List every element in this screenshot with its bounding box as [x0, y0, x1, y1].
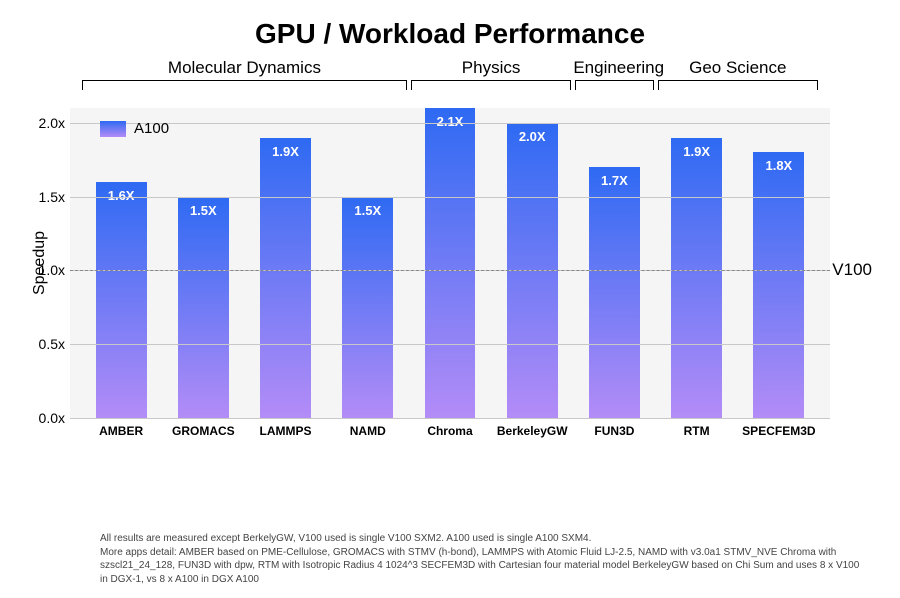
bar: 1.9X: [671, 138, 722, 418]
group-bracket: [82, 80, 407, 90]
group-label: Molecular Dynamics: [80, 58, 409, 78]
bar-slot: 1.5XGROMACS: [162, 108, 244, 418]
bar-value-label: 2.1X: [437, 114, 464, 129]
bar: 1.7X: [589, 167, 640, 418]
x-tick-label: Chroma: [427, 424, 472, 438]
bar: 2.1X: [425, 108, 476, 418]
gridline: [70, 123, 830, 124]
chart-area: Molecular DynamicsPhysicsEngineeringGeo …: [70, 58, 870, 458]
bar: 1.6X: [96, 182, 147, 418]
x-tick-label: SPECFEM3D: [742, 424, 815, 438]
bar-value-label: 1.5X: [190, 203, 217, 218]
x-tick-label: GROMACS: [172, 424, 235, 438]
bar-slot: 2.0XBerkeleyGW: [491, 108, 573, 418]
gridline: [70, 418, 830, 419]
x-tick-label: NAMD: [350, 424, 386, 438]
bar-value-label: 1.9X: [683, 144, 710, 159]
group: Geo Science: [656, 58, 820, 90]
group-bracket: [658, 80, 818, 90]
x-tick-label: RTM: [684, 424, 710, 438]
footnote: All results are measured except BerkelyG…: [100, 532, 860, 586]
bars-container: 1.6XAMBER1.5XGROMACS1.9XLAMMPS1.5XNAMD2.…: [70, 108, 830, 418]
group: Physics: [409, 58, 573, 90]
x-tick-label: AMBER: [99, 424, 143, 438]
bar: 1.5X: [342, 197, 393, 418]
y-tick-label: 1.0x: [25, 262, 65, 278]
bar-slot: 1.9XLAMMPS: [244, 108, 326, 418]
group-label: Physics: [409, 58, 573, 78]
y-tick-label: 1.5x: [25, 189, 65, 205]
bar-value-label: 1.8X: [765, 158, 792, 173]
bar-slot: 2.1XChroma: [409, 108, 491, 418]
plot-area: Speedup A100 1.6XAMBER1.5XGROMACS1.9XLAM…: [70, 108, 830, 418]
y-tick-label: 0.5x: [25, 336, 65, 352]
group-bracket: [575, 80, 653, 90]
x-tick-label: LAMMPS: [260, 424, 312, 438]
bar-slot: 1.6XAMBER: [80, 108, 162, 418]
gridline: [70, 344, 830, 345]
x-tick-label: BerkeleyGW: [497, 424, 568, 438]
bar-value-label: 2.0X: [519, 129, 546, 144]
baseline-label: V100: [832, 260, 872, 280]
gridline: [70, 197, 830, 198]
bar: 1.8X: [753, 152, 804, 418]
legend-label: A100: [134, 120, 169, 137]
y-tick-label: 2.0x: [25, 115, 65, 131]
group: Engineering: [573, 58, 655, 90]
x-tick-label: FUN3D: [594, 424, 634, 438]
bar-slot: 1.5XNAMD: [327, 108, 409, 418]
bar-slot: 1.9XRTM: [656, 108, 738, 418]
bar-value-label: 1.6X: [108, 188, 135, 203]
bar: 1.9X: [260, 138, 311, 418]
legend-swatch: [100, 121, 126, 137]
chart-title: GPU / Workload Performance: [0, 18, 900, 50]
bar: 1.5X: [178, 197, 229, 418]
bar-slot: 1.7XFUN3D: [573, 108, 655, 418]
legend: A100: [100, 120, 169, 137]
baseline-line: [70, 270, 830, 271]
y-tick-label: 0.0x: [25, 410, 65, 426]
group-label: Geo Science: [656, 58, 820, 78]
group-brackets: Molecular DynamicsPhysicsEngineeringGeo …: [70, 58, 870, 98]
bar-value-label: 1.9X: [272, 144, 299, 159]
bar-value-label: 1.5X: [354, 203, 381, 218]
group-label: Engineering: [573, 58, 655, 78]
bar-value-label: 1.7X: [601, 173, 628, 188]
group-bracket: [411, 80, 571, 90]
group: Molecular Dynamics: [80, 58, 409, 90]
bar-slot: 1.8XSPECFEM3D: [738, 108, 820, 418]
